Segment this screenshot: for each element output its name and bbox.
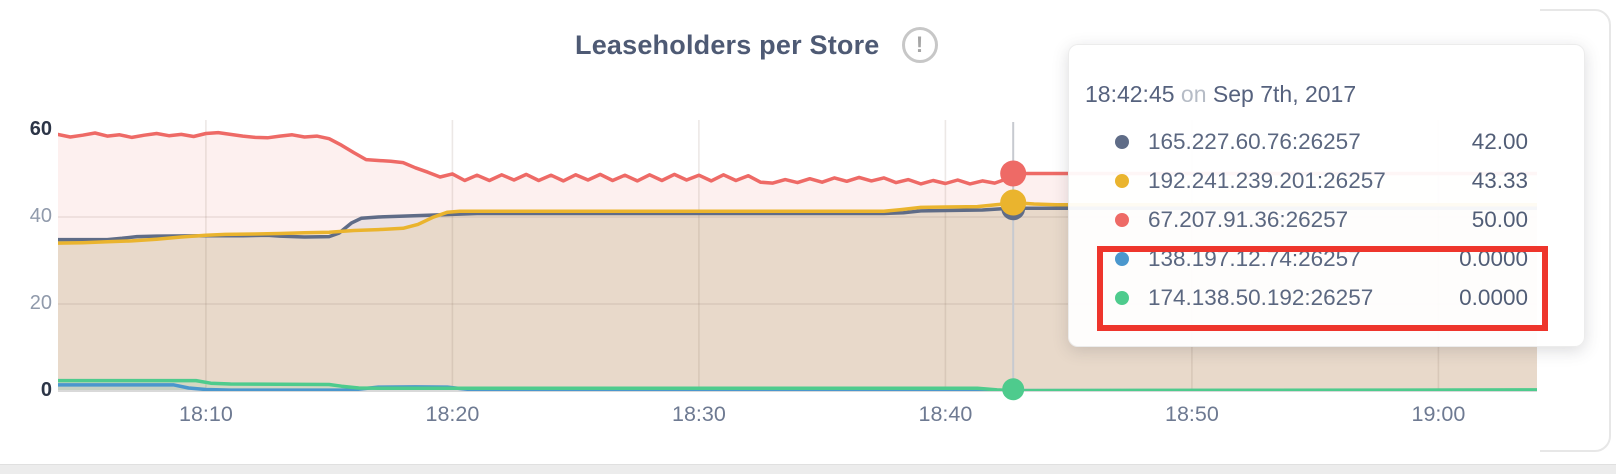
bottom-band	[0, 464, 1616, 474]
tooltip-row: 67.207.91.36:26257 50.00	[1115, 200, 1528, 239]
page-title: Leaseholders per Store	[575, 29, 880, 60]
store-value: 50.00	[1471, 206, 1528, 232]
x-tick-label: 18:50	[1164, 402, 1219, 426]
tooltip-time: 18:42:45	[1085, 81, 1175, 107]
x-tick-label: 19:00	[1411, 402, 1466, 426]
y-tick-label: 20	[29, 292, 52, 314]
crosshair-dot-green	[1002, 378, 1025, 401]
legend-dot-yellow	[1115, 173, 1129, 188]
series-lines	[58, 130, 1537, 391]
x-tick-label: 18:10	[178, 402, 233, 426]
crosshair-dot-yellow	[1000, 189, 1027, 216]
chart-tooltip: 18:42:45 on Sep 7th, 2017 165.227.60.76:…	[1068, 44, 1585, 347]
store-value: 0.0000	[1459, 284, 1528, 310]
x-tick-label: 18:40	[918, 402, 973, 426]
store-address: 67.207.91.36:26257	[1148, 206, 1349, 232]
y-tick-label: 60	[29, 118, 52, 140]
y-tick-label: 40	[29, 205, 52, 227]
tooltip-legend: 165.227.60.76:26257 42.00 192.241.239.201:…	[1115, 122, 1528, 317]
y-tick-label: 0	[40, 379, 52, 401]
chart-header: Leaseholders per Store !	[575, 27, 938, 63]
store-address: 192.241.239.201:26257	[1148, 167, 1386, 193]
line-green	[58, 378, 1537, 391]
legend-dot-gray	[1115, 134, 1129, 149]
line-yellow	[58, 200, 1537, 245]
crosshair	[1000, 122, 1027, 401]
tooltip-timestamp: 18:42:45 on Sep 7th, 2017	[1085, 81, 1568, 108]
tooltip-on-word: on	[1174, 81, 1213, 107]
annotation-highlight-rectangle	[1097, 246, 1548, 331]
legend-dot-green	[1115, 290, 1129, 305]
legend-dot-red	[1115, 212, 1129, 227]
store-value: 43.33	[1471, 167, 1528, 193]
tooltip-row: 192.241.239.201:26257 43.33	[1115, 161, 1528, 200]
legend-dot-blue	[1115, 251, 1129, 266]
x-tick-label: 18:20	[425, 402, 480, 426]
tooltip-row: 165.227.60.76:26257 42.00	[1115, 122, 1528, 161]
tooltip-date: Sep 7th, 2017	[1212, 81, 1357, 107]
line-red	[58, 130, 1537, 186]
crosshair-dot-red	[1000, 160, 1027, 187]
store-address: 165.227.60.76:26257	[1148, 128, 1361, 154]
x-tick-label: 18:30	[671, 402, 726, 426]
store-value: 42.00	[1471, 128, 1528, 154]
tooltip-row: 174.138.50.192:26257 0.0000	[1115, 278, 1528, 317]
info-icon[interactable]: !	[901, 27, 938, 63]
store-address: 174.138.50.192:26257	[1148, 284, 1374, 310]
